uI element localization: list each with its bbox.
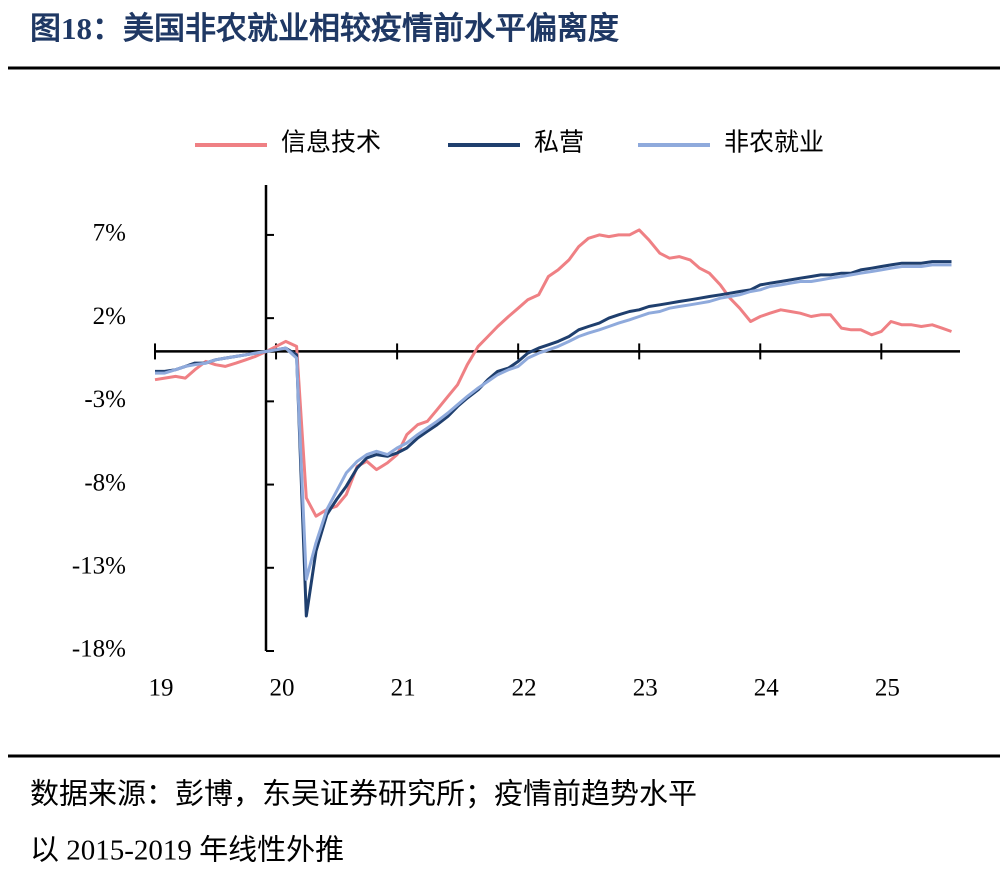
y-tick-label: 2% (93, 303, 126, 330)
title: 图18：美国非农就业相较疫情前水平偏离度 (30, 11, 619, 46)
legend-label: 私营 (534, 129, 584, 157)
series-line (155, 263, 952, 581)
y-tick-label: -3% (84, 386, 126, 413)
legend-label: 非农就业 (724, 129, 824, 157)
source-line: 数据来源：彭博，东吴证券研究所；疫情前趋势水平 (30, 778, 697, 811)
y-tick-label: -13% (72, 553, 126, 580)
y-tick-label: 7% (93, 220, 126, 247)
x-tick-label: 24 (754, 675, 780, 702)
x-tick-label: 23 (633, 675, 658, 702)
series-line (154, 228, 952, 518)
x-tick-label: 22 (512, 675, 537, 702)
x-tick-label: 21 (391, 675, 416, 702)
x-tick-label: 20 (270, 675, 295, 702)
legend-label: 信息技术 (281, 129, 381, 157)
y-tick-label: -8% (84, 469, 126, 496)
source-line: 以 2015-2019 年线性外推 (30, 834, 344, 867)
y-tick-label: -18% (72, 636, 126, 663)
x-tick-label: 25 (875, 675, 900, 702)
x-tick-label: 19 (149, 675, 174, 702)
